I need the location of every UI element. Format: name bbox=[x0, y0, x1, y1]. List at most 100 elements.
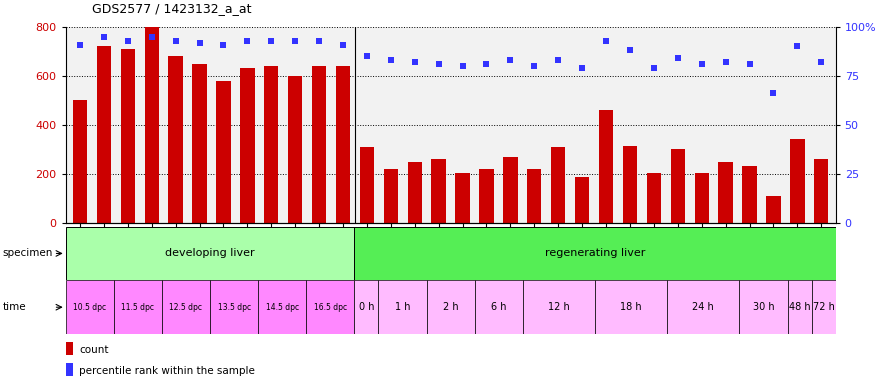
Point bbox=[503, 57, 517, 63]
Bar bbox=[354, 280, 379, 334]
Bar bbox=[383, 169, 398, 223]
Point bbox=[718, 59, 732, 65]
Bar bbox=[575, 177, 590, 223]
Point bbox=[408, 59, 422, 65]
Bar bbox=[66, 363, 74, 376]
Text: 13.5 dpc: 13.5 dpc bbox=[218, 303, 250, 312]
Point bbox=[575, 65, 589, 71]
Text: GDS2577 / 1423132_a_at: GDS2577 / 1423132_a_at bbox=[92, 2, 251, 15]
Point bbox=[431, 61, 445, 67]
Bar bbox=[114, 280, 162, 334]
Point bbox=[73, 41, 87, 48]
Point bbox=[599, 38, 613, 44]
Text: 12.5 dpc: 12.5 dpc bbox=[170, 303, 202, 312]
Point bbox=[815, 59, 829, 65]
Bar bbox=[814, 159, 829, 223]
Bar bbox=[812, 280, 836, 334]
Text: specimen: specimen bbox=[3, 248, 53, 258]
Bar bbox=[790, 139, 804, 223]
Bar bbox=[354, 227, 836, 280]
Point bbox=[144, 34, 158, 40]
Bar bbox=[523, 280, 595, 334]
Point bbox=[169, 38, 183, 44]
Bar bbox=[598, 110, 613, 223]
Text: developing liver: developing liver bbox=[165, 248, 255, 258]
Point bbox=[766, 90, 780, 96]
Bar bbox=[739, 280, 788, 334]
Bar bbox=[766, 196, 780, 223]
Text: time: time bbox=[3, 302, 26, 312]
Point bbox=[743, 61, 757, 67]
Point bbox=[480, 61, 494, 67]
Bar bbox=[144, 27, 159, 223]
Text: 48 h: 48 h bbox=[788, 302, 810, 312]
Point bbox=[192, 40, 206, 46]
Text: 1 h: 1 h bbox=[395, 302, 410, 312]
Bar bbox=[718, 162, 732, 223]
Bar bbox=[241, 68, 255, 223]
Bar bbox=[455, 172, 470, 223]
Bar bbox=[162, 280, 210, 334]
Text: 11.5 dpc: 11.5 dpc bbox=[122, 303, 154, 312]
Bar bbox=[360, 147, 374, 223]
Bar bbox=[66, 227, 354, 280]
Point bbox=[790, 43, 804, 50]
Text: 30 h: 30 h bbox=[752, 302, 774, 312]
Bar bbox=[408, 162, 422, 223]
Point bbox=[695, 61, 709, 67]
Bar bbox=[264, 66, 278, 223]
Text: 10.5 dpc: 10.5 dpc bbox=[74, 303, 106, 312]
Bar bbox=[379, 280, 427, 334]
Point bbox=[647, 65, 661, 71]
Bar bbox=[66, 342, 74, 355]
Point bbox=[528, 63, 542, 69]
Bar bbox=[475, 280, 523, 334]
Text: 24 h: 24 h bbox=[692, 302, 714, 312]
Text: 18 h: 18 h bbox=[620, 302, 642, 312]
Bar bbox=[73, 100, 88, 223]
Text: 12 h: 12 h bbox=[548, 302, 570, 312]
Point bbox=[623, 47, 637, 53]
Bar bbox=[306, 280, 354, 334]
Bar bbox=[695, 172, 709, 223]
Text: percentile rank within the sample: percentile rank within the sample bbox=[80, 366, 256, 376]
Bar bbox=[210, 280, 258, 334]
Point bbox=[241, 38, 255, 44]
Bar bbox=[551, 147, 565, 223]
Bar bbox=[527, 169, 542, 223]
Text: 14.5 dpc: 14.5 dpc bbox=[266, 303, 298, 312]
Bar bbox=[121, 49, 135, 223]
Point bbox=[360, 53, 374, 59]
Bar bbox=[670, 149, 685, 223]
Bar bbox=[312, 66, 326, 223]
Bar bbox=[288, 76, 303, 223]
Bar bbox=[788, 280, 812, 334]
Point bbox=[384, 57, 398, 63]
Bar bbox=[336, 66, 350, 223]
Bar bbox=[480, 169, 494, 223]
Point bbox=[97, 34, 111, 40]
Bar bbox=[623, 146, 637, 223]
Bar bbox=[97, 46, 111, 223]
Bar bbox=[258, 280, 306, 334]
Text: 72 h: 72 h bbox=[813, 302, 835, 312]
Point bbox=[288, 38, 302, 44]
Bar bbox=[427, 280, 475, 334]
Bar bbox=[431, 159, 446, 223]
Point bbox=[312, 38, 326, 44]
Point bbox=[456, 63, 470, 69]
Point bbox=[264, 38, 278, 44]
Text: 6 h: 6 h bbox=[491, 302, 507, 312]
Text: count: count bbox=[80, 345, 109, 355]
Bar bbox=[668, 280, 739, 334]
Bar bbox=[169, 56, 183, 223]
Text: regenerating liver: regenerating liver bbox=[545, 248, 645, 258]
Text: 0 h: 0 h bbox=[359, 302, 374, 312]
Point bbox=[551, 57, 565, 63]
Bar bbox=[216, 81, 231, 223]
Bar bbox=[742, 166, 757, 223]
Point bbox=[216, 41, 230, 48]
Point bbox=[671, 55, 685, 61]
Bar bbox=[192, 64, 206, 223]
Bar bbox=[647, 172, 661, 223]
